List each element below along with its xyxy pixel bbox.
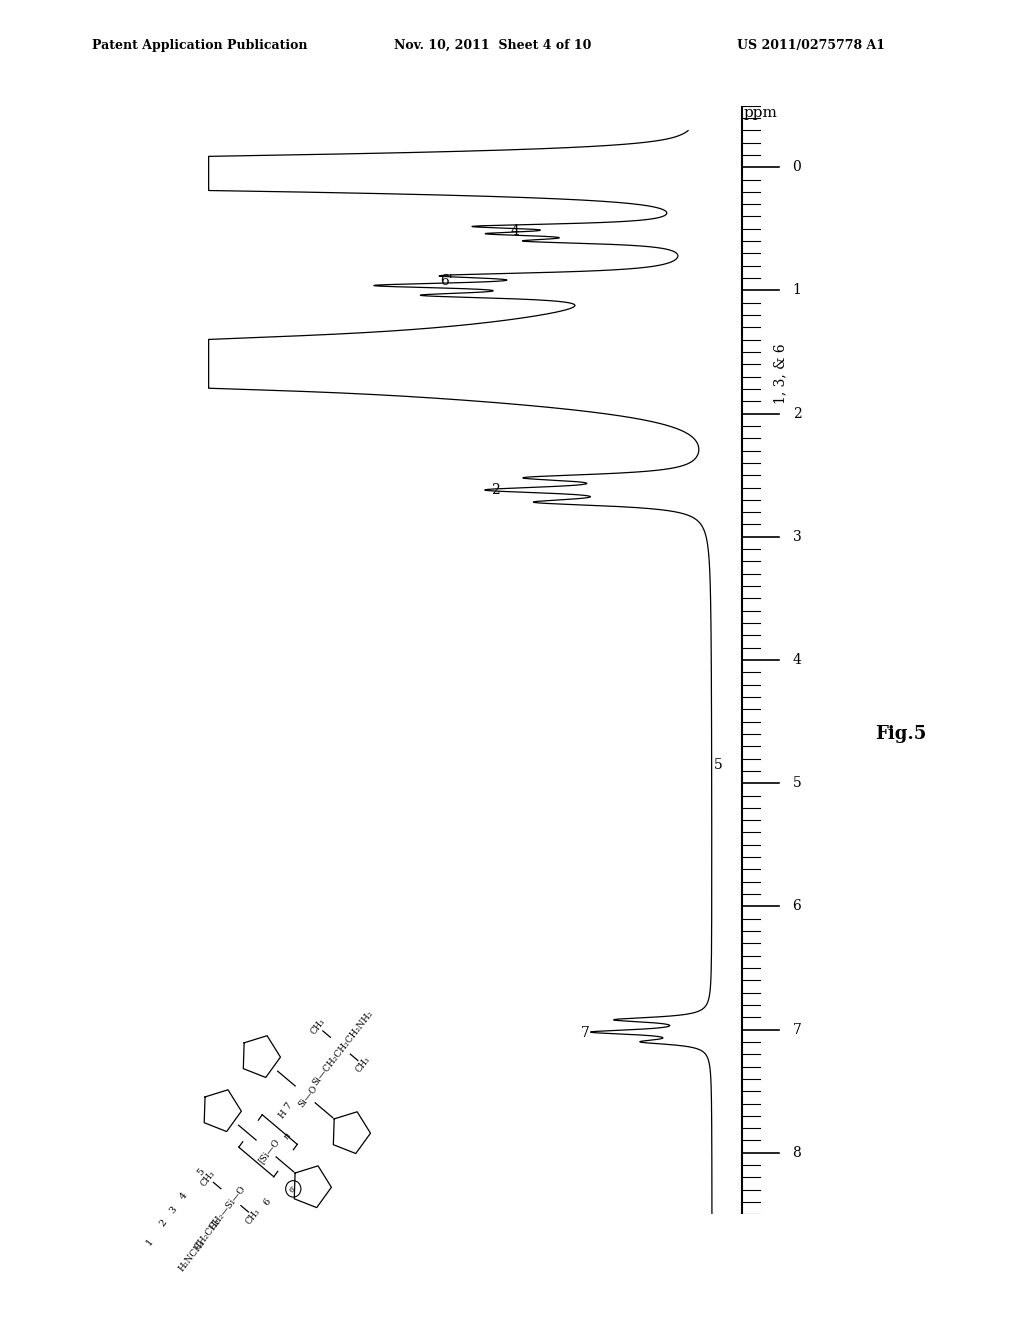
Text: 8: 8 xyxy=(793,1146,802,1160)
Text: Si—CH₂CH₂CH₂NH₂: Si—CH₂CH₂CH₂NH₂ xyxy=(311,1008,375,1088)
Text: 1: 1 xyxy=(793,284,802,297)
Text: 5: 5 xyxy=(793,776,802,791)
Text: [Si—O: [Si—O xyxy=(256,1137,281,1164)
Text: 2: 2 xyxy=(159,1218,169,1229)
Text: 6: 6 xyxy=(262,1197,273,1208)
Text: 3: 3 xyxy=(793,529,802,544)
Text: 7: 7 xyxy=(283,1101,294,1111)
Text: 4: 4 xyxy=(511,224,519,239)
Text: 4: 4 xyxy=(793,653,802,667)
Text: n: n xyxy=(282,1131,293,1140)
Text: 3: 3 xyxy=(168,1204,179,1214)
Text: 1, 3, & 6: 1, 3, & 6 xyxy=(773,343,787,404)
Text: Si—O: Si—O xyxy=(296,1084,319,1109)
Text: 5: 5 xyxy=(714,758,722,772)
Text: ppm: ppm xyxy=(743,107,777,120)
Text: 6: 6 xyxy=(793,899,802,913)
Text: H: H xyxy=(276,1109,289,1121)
Text: 4: 4 xyxy=(178,1191,188,1201)
Text: CH₃: CH₃ xyxy=(245,1206,262,1226)
Text: CH₂CH₂: CH₂CH₂ xyxy=(194,1217,223,1251)
Text: US 2011/0275778 A1: US 2011/0275778 A1 xyxy=(737,38,886,51)
Text: H₂NCH₂: H₂NCH₂ xyxy=(177,1238,208,1274)
Text: Nov. 10, 2011  Sheet 4 of 10: Nov. 10, 2011 Sheet 4 of 10 xyxy=(394,38,592,51)
Text: 0: 0 xyxy=(793,160,802,174)
Text: Fig.5: Fig.5 xyxy=(876,725,927,743)
Text: Patent Application Publication: Patent Application Publication xyxy=(92,38,307,51)
Text: 1: 1 xyxy=(144,1237,156,1247)
Text: 6': 6' xyxy=(440,273,453,288)
Text: 6': 6' xyxy=(288,1184,299,1195)
Text: CH₃: CH₃ xyxy=(200,1168,217,1188)
Text: CH₂—Si—O: CH₂—Si—O xyxy=(208,1184,248,1232)
Text: 7: 7 xyxy=(582,1026,590,1040)
Text: 2: 2 xyxy=(793,407,802,421)
Text: CH₃: CH₃ xyxy=(354,1055,372,1074)
Text: 5: 5 xyxy=(196,1167,206,1177)
Text: CH₃: CH₃ xyxy=(309,1016,327,1036)
Text: 7: 7 xyxy=(793,1023,802,1036)
Text: 2: 2 xyxy=(490,483,500,498)
